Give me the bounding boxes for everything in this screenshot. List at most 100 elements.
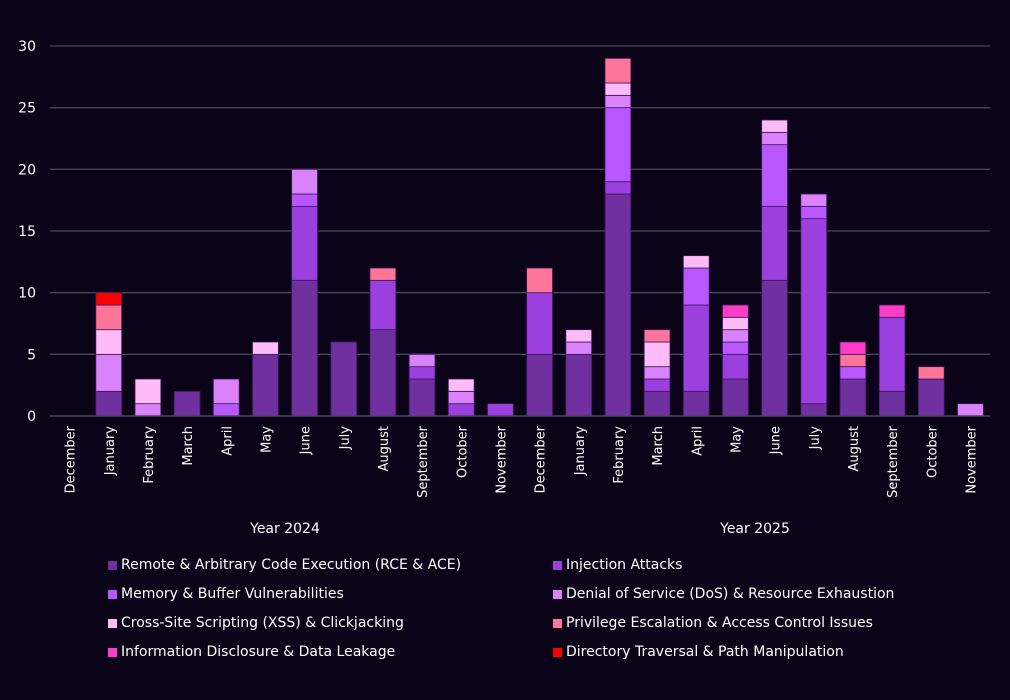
bar-segment[interactable] bbox=[291, 168, 318, 195]
bar-segment[interactable] bbox=[722, 341, 749, 355]
legend-item-info-disclosure[interactable]: Information Disclosure & Data Leakage bbox=[108, 642, 553, 662]
bar-segment[interactable] bbox=[722, 304, 749, 318]
y-tick-label: 20 bbox=[18, 162, 36, 178]
bar-segment[interactable] bbox=[722, 353, 749, 380]
bar-segment[interactable] bbox=[604, 82, 632, 96]
bar-segment[interactable] bbox=[839, 341, 867, 355]
bar-segment[interactable] bbox=[839, 353, 867, 368]
bar-segment[interactable] bbox=[212, 378, 240, 405]
bar-segment[interactable] bbox=[643, 329, 671, 343]
bar-segment[interactable] bbox=[330, 341, 358, 417]
bar-segment[interactable] bbox=[643, 341, 671, 368]
bar-segment[interactable] bbox=[447, 390, 475, 405]
bar-segment[interactable] bbox=[565, 329, 593, 343]
bar-segment[interactable] bbox=[408, 378, 436, 417]
bar-segment[interactable] bbox=[447, 378, 475, 392]
bar-segment[interactable] bbox=[643, 390, 671, 417]
bar-segment[interactable] bbox=[800, 403, 828, 417]
bar-segment[interactable] bbox=[291, 193, 318, 207]
bar-segment[interactable] bbox=[604, 57, 632, 84]
bar-segment[interactable] bbox=[643, 378, 671, 392]
x-tick-label: January bbox=[573, 426, 588, 477]
legend-item-xss[interactable]: Cross-Site Scripting (XSS) & Clickjackin… bbox=[108, 613, 553, 633]
bar-segment[interactable] bbox=[761, 205, 788, 281]
bar-segment[interactable] bbox=[878, 304, 906, 318]
x-tick-label: July bbox=[808, 426, 823, 451]
bar-segment[interactable] bbox=[408, 366, 436, 380]
bar-segment[interactable] bbox=[682, 255, 710, 269]
bar-segment[interactable] bbox=[800, 193, 828, 207]
bar-segment[interactable] bbox=[682, 304, 710, 392]
bar-segment[interactable] bbox=[134, 403, 162, 417]
bar-segment[interactable] bbox=[526, 353, 553, 417]
bar-segment[interactable] bbox=[526, 267, 553, 294]
x-tick-label: March bbox=[181, 426, 196, 466]
bar-segment[interactable] bbox=[447, 403, 475, 417]
bar-stack bbox=[878, 304, 906, 417]
bar-segment[interactable] bbox=[957, 403, 984, 417]
bar-segment[interactable] bbox=[95, 353, 123, 392]
bar-segment[interactable] bbox=[565, 341, 593, 355]
x-group-label: Year 2025 bbox=[719, 521, 790, 537]
bar-stack bbox=[604, 57, 632, 417]
bar-stack bbox=[917, 366, 945, 417]
bar-segment[interactable] bbox=[682, 390, 710, 417]
bar-segment[interactable] bbox=[878, 390, 906, 417]
legend-item-privilege[interactable]: Privilege Escalation & Access Control Is… bbox=[553, 613, 988, 633]
bar-segment[interactable] bbox=[408, 353, 436, 368]
bar-segment[interactable] bbox=[95, 292, 123, 306]
bar-segment[interactable] bbox=[212, 403, 240, 417]
bar-segment[interactable] bbox=[761, 144, 788, 207]
legend-item-rce[interactable]: Remote & Arbitrary Code Execution (RCE &… bbox=[108, 555, 553, 575]
bar-segment[interactable] bbox=[134, 378, 162, 405]
bar-segment[interactable] bbox=[95, 304, 123, 331]
legend-label: Memory & Buffer Vulnerabilities bbox=[121, 586, 344, 602]
legend-item-directory-traversal[interactable]: Directory Traversal & Path Manipulation bbox=[553, 642, 988, 662]
bar-segment[interactable] bbox=[917, 378, 945, 417]
bar-segment[interactable] bbox=[487, 403, 514, 417]
bar-segment[interactable] bbox=[604, 181, 632, 195]
y-tick-label: 15 bbox=[18, 224, 36, 240]
bar-segment[interactable] bbox=[95, 329, 123, 355]
bar-segment[interactable] bbox=[291, 279, 318, 417]
bar-segment[interactable] bbox=[800, 218, 828, 405]
bar-segment[interactable] bbox=[252, 353, 279, 417]
legend-item-injection[interactable]: Injection Attacks bbox=[553, 555, 988, 575]
bar-segment[interactable] bbox=[565, 353, 593, 417]
bar-segment[interactable] bbox=[800, 205, 828, 220]
bar-segment[interactable] bbox=[604, 107, 632, 183]
bar-segment[interactable] bbox=[761, 119, 788, 133]
bar-segment[interactable] bbox=[878, 316, 906, 392]
bar-segment[interactable] bbox=[682, 267, 710, 306]
legend-swatch bbox=[108, 618, 117, 628]
gridlines bbox=[50, 45, 990, 355]
bar-segment[interactable] bbox=[722, 378, 749, 417]
x-tick-label: September bbox=[416, 425, 431, 498]
bar-segment[interactable] bbox=[839, 378, 867, 417]
bar-segment[interactable] bbox=[369, 267, 397, 281]
x-tick-label: June bbox=[299, 426, 314, 455]
bar-segment[interactable] bbox=[291, 205, 318, 281]
bar-segment[interactable] bbox=[761, 131, 788, 146]
bar-segment[interactable] bbox=[173, 390, 201, 417]
legend-item-dos[interactable]: Denial of Service (DoS) & Resource Exhau… bbox=[553, 584, 988, 604]
bar-segment[interactable] bbox=[722, 316, 749, 331]
x-tick-label: February bbox=[612, 426, 627, 484]
legend-item-memory[interactable]: Memory & Buffer Vulnerabilities bbox=[108, 584, 553, 604]
bar-segment[interactable] bbox=[252, 341, 279, 355]
bar-segment[interactable] bbox=[369, 279, 397, 331]
bar-segment[interactable] bbox=[917, 366, 945, 380]
bar-segment[interactable] bbox=[604, 94, 632, 109]
x-group-label: Year 2024 bbox=[249, 521, 320, 537]
bar-segment[interactable] bbox=[526, 292, 553, 355]
bar-segment[interactable] bbox=[761, 279, 788, 417]
x-tick-label: April bbox=[220, 426, 235, 456]
bar-segment[interactable] bbox=[95, 390, 123, 417]
bar-segment[interactable] bbox=[604, 193, 632, 417]
x-tick-label: May bbox=[259, 426, 274, 453]
bar-segment[interactable] bbox=[643, 366, 671, 380]
legend-label: Injection Attacks bbox=[566, 557, 683, 573]
bar-segment[interactable] bbox=[722, 329, 749, 343]
bar-segment[interactable] bbox=[839, 366, 867, 380]
bar-segment[interactable] bbox=[369, 329, 397, 417]
